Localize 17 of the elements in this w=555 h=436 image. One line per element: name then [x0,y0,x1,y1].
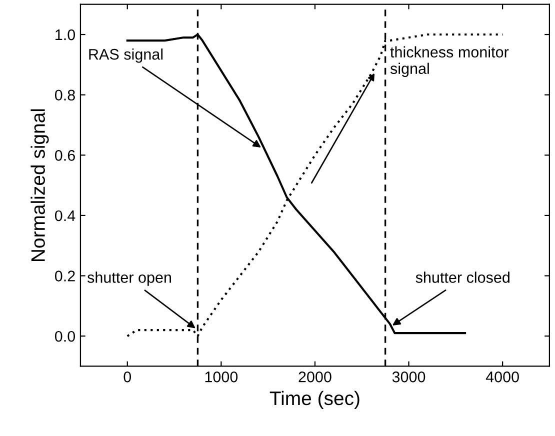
y-tick-label: 0.8 [54,90,75,101]
x-tick-label: 0 [124,372,132,382]
y-tick-label: 0.0 [54,330,76,342]
y-tick-label: 1.0 [56,29,76,40]
y-tick-label: 0.6 [54,150,75,161]
x-tick-label: 1000 [205,372,238,382]
x-tick-label: 3000 [392,372,426,382]
x-tick-label: 4000 [486,372,519,382]
x-tick-label: 2000 [298,372,332,382]
y-tick-label: 0.4 [54,210,76,222]
annotation: thickness monitor signal [390,46,509,78]
annotation: RAS signal [89,48,163,63]
y-axis-title: Normalized signal [30,109,49,261]
annotation: shutter open [87,272,171,286]
x-axis-title: Time (sec) [270,390,360,410]
y-tick-label: 0.2 [54,270,75,282]
annotation: shutter closed [416,272,510,283]
